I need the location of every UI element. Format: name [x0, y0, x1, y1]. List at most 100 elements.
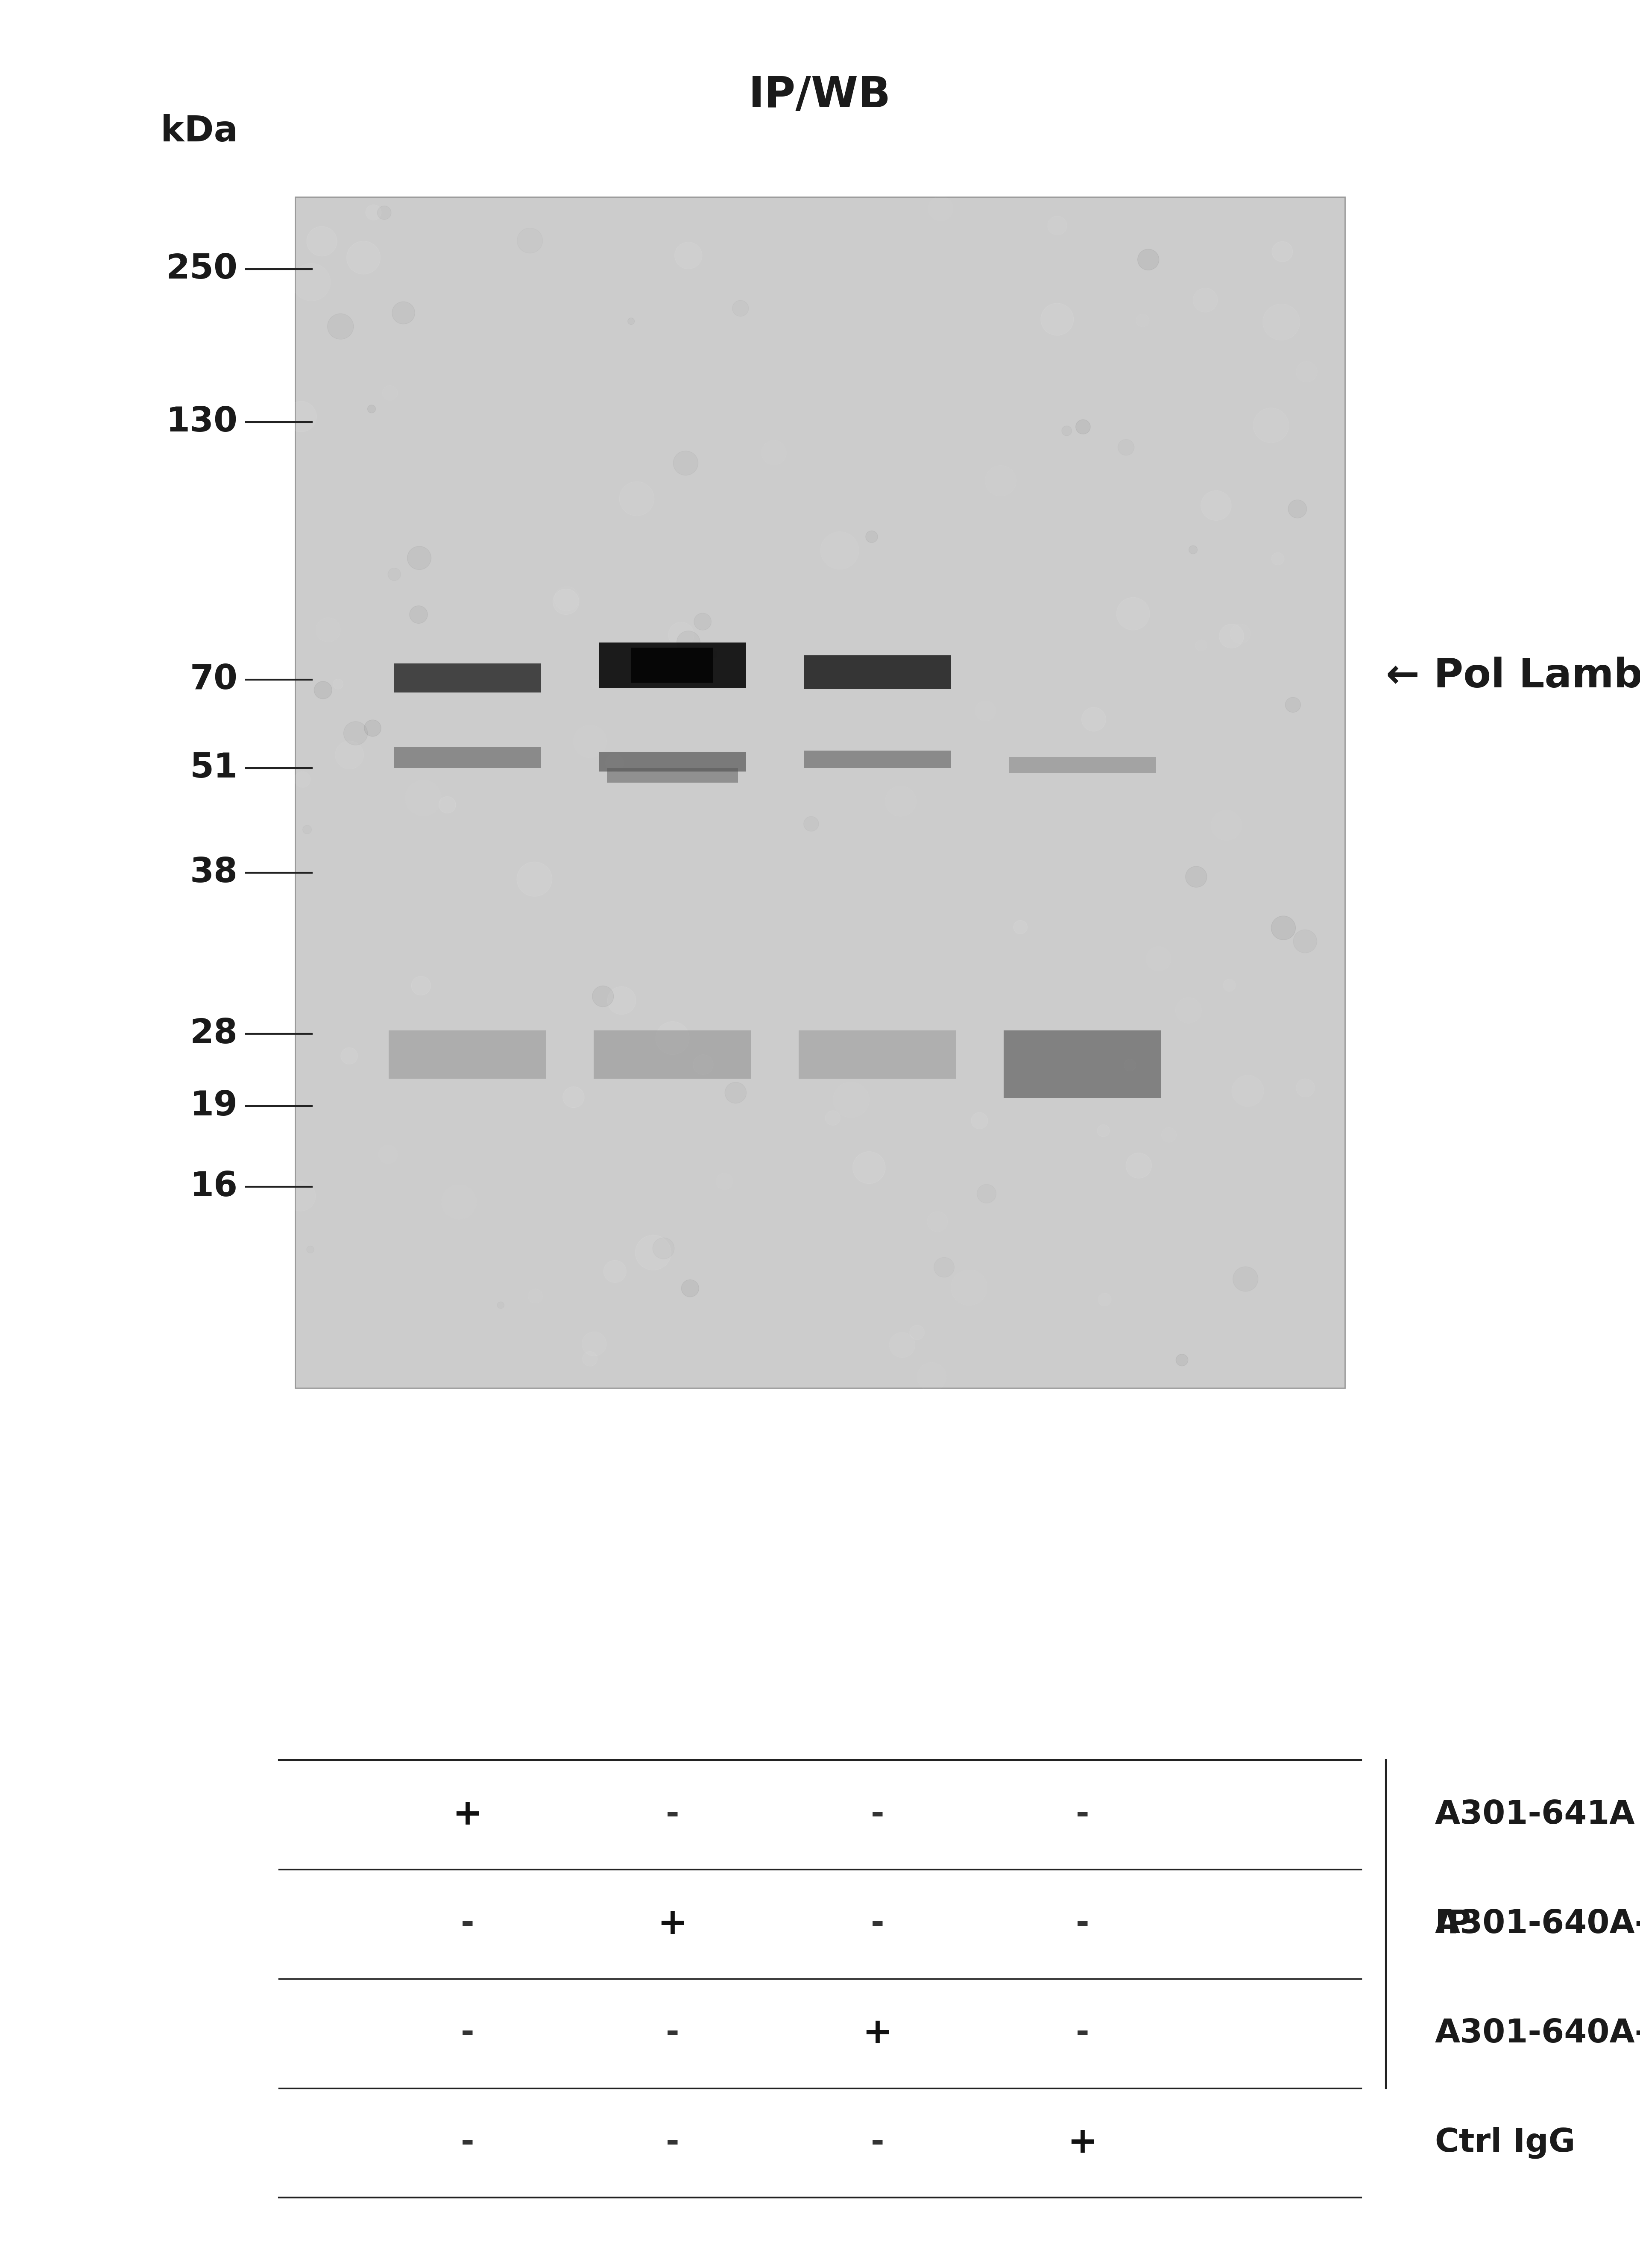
Circle shape	[1271, 553, 1284, 565]
Circle shape	[553, 590, 579, 615]
Bar	[804, 751, 951, 769]
Text: 250: 250	[166, 252, 238, 286]
Circle shape	[392, 302, 415, 324]
Circle shape	[517, 862, 553, 896]
Text: 38: 38	[190, 855, 238, 889]
Text: -: -	[666, 1799, 679, 1830]
Bar	[599, 642, 746, 687]
Circle shape	[1117, 596, 1150, 631]
Text: -: -	[871, 1907, 884, 1939]
Text: -: -	[1076, 2019, 1089, 2050]
Circle shape	[341, 1048, 358, 1064]
Circle shape	[607, 987, 636, 1014]
Circle shape	[412, 975, 431, 996]
Circle shape	[1192, 288, 1217, 313]
Circle shape	[440, 796, 456, 814]
Circle shape	[620, 481, 654, 515]
Circle shape	[1286, 696, 1301, 712]
Text: -: -	[461, 2127, 474, 2159]
Circle shape	[681, 1279, 699, 1297]
Circle shape	[582, 1331, 607, 1356]
Circle shape	[604, 1261, 626, 1284]
Text: +: +	[658, 1907, 687, 1941]
Text: -: -	[1076, 1799, 1089, 1830]
Circle shape	[674, 451, 699, 476]
Text: 51: 51	[190, 751, 238, 785]
Circle shape	[1287, 499, 1307, 517]
Text: -: -	[871, 2127, 884, 2159]
Bar	[1004, 1030, 1161, 1098]
Circle shape	[635, 1236, 671, 1270]
Circle shape	[694, 1055, 713, 1075]
Circle shape	[853, 1152, 886, 1184]
Circle shape	[1273, 240, 1292, 261]
Bar	[295, 197, 1345, 1388]
Bar	[389, 1030, 546, 1080]
Text: 19: 19	[190, 1089, 238, 1123]
Circle shape	[366, 204, 382, 220]
Circle shape	[1233, 1266, 1258, 1290]
Text: IP: IP	[1435, 1907, 1471, 1939]
Circle shape	[1253, 408, 1289, 442]
Bar	[1009, 758, 1156, 773]
Circle shape	[866, 531, 877, 542]
Circle shape	[407, 547, 431, 569]
Text: -: -	[666, 2019, 679, 2050]
Circle shape	[333, 678, 343, 689]
Circle shape	[656, 1021, 689, 1055]
Circle shape	[367, 406, 376, 413]
Bar	[799, 1030, 956, 1080]
Text: +: +	[1068, 2125, 1097, 2159]
Circle shape	[1138, 249, 1159, 270]
Text: IP/WB: IP/WB	[749, 75, 891, 116]
Circle shape	[1014, 921, 1027, 934]
Circle shape	[1176, 1354, 1187, 1365]
Text: 28: 28	[190, 1016, 238, 1050]
Circle shape	[710, 651, 717, 658]
Circle shape	[1097, 1125, 1110, 1136]
Text: -: -	[1076, 1907, 1089, 1939]
Circle shape	[315, 680, 331, 699]
Text: -: -	[461, 1907, 474, 1939]
Circle shape	[1186, 866, 1207, 887]
Circle shape	[628, 318, 635, 324]
Text: 70: 70	[190, 662, 238, 696]
Circle shape	[1219, 624, 1243, 649]
Bar	[631, 646, 713, 683]
Circle shape	[1081, 708, 1105, 730]
Circle shape	[307, 227, 336, 256]
Circle shape	[677, 631, 700, 653]
Circle shape	[1189, 547, 1197, 553]
Circle shape	[285, 1182, 315, 1211]
Circle shape	[364, 719, 380, 737]
Text: -: -	[666, 2127, 679, 2159]
Text: -: -	[461, 2019, 474, 2050]
Bar	[394, 746, 541, 769]
Circle shape	[971, 1111, 987, 1129]
Text: 16: 16	[190, 1170, 238, 1204]
Circle shape	[1048, 215, 1068, 236]
Circle shape	[1200, 490, 1232, 522]
Bar	[607, 769, 738, 782]
Circle shape	[1041, 304, 1074, 336]
Circle shape	[1271, 916, 1296, 939]
Bar	[594, 1030, 751, 1080]
Circle shape	[1263, 304, 1301, 340]
Text: +: +	[863, 2016, 892, 2050]
Bar	[394, 665, 541, 692]
Circle shape	[285, 401, 317, 431]
Circle shape	[344, 721, 367, 746]
Circle shape	[335, 742, 364, 769]
Circle shape	[410, 606, 428, 624]
Text: Ctrl IgG: Ctrl IgG	[1435, 2127, 1576, 2159]
Circle shape	[377, 206, 392, 220]
Circle shape	[725, 1082, 746, 1102]
Text: A301-640A-3: A301-640A-3	[1435, 2019, 1640, 2050]
Circle shape	[1125, 1152, 1151, 1177]
Circle shape	[582, 1352, 597, 1365]
Circle shape	[669, 621, 694, 646]
Circle shape	[910, 1325, 925, 1340]
Text: +: +	[453, 1796, 482, 1833]
Circle shape	[674, 243, 702, 270]
Circle shape	[694, 612, 712, 631]
